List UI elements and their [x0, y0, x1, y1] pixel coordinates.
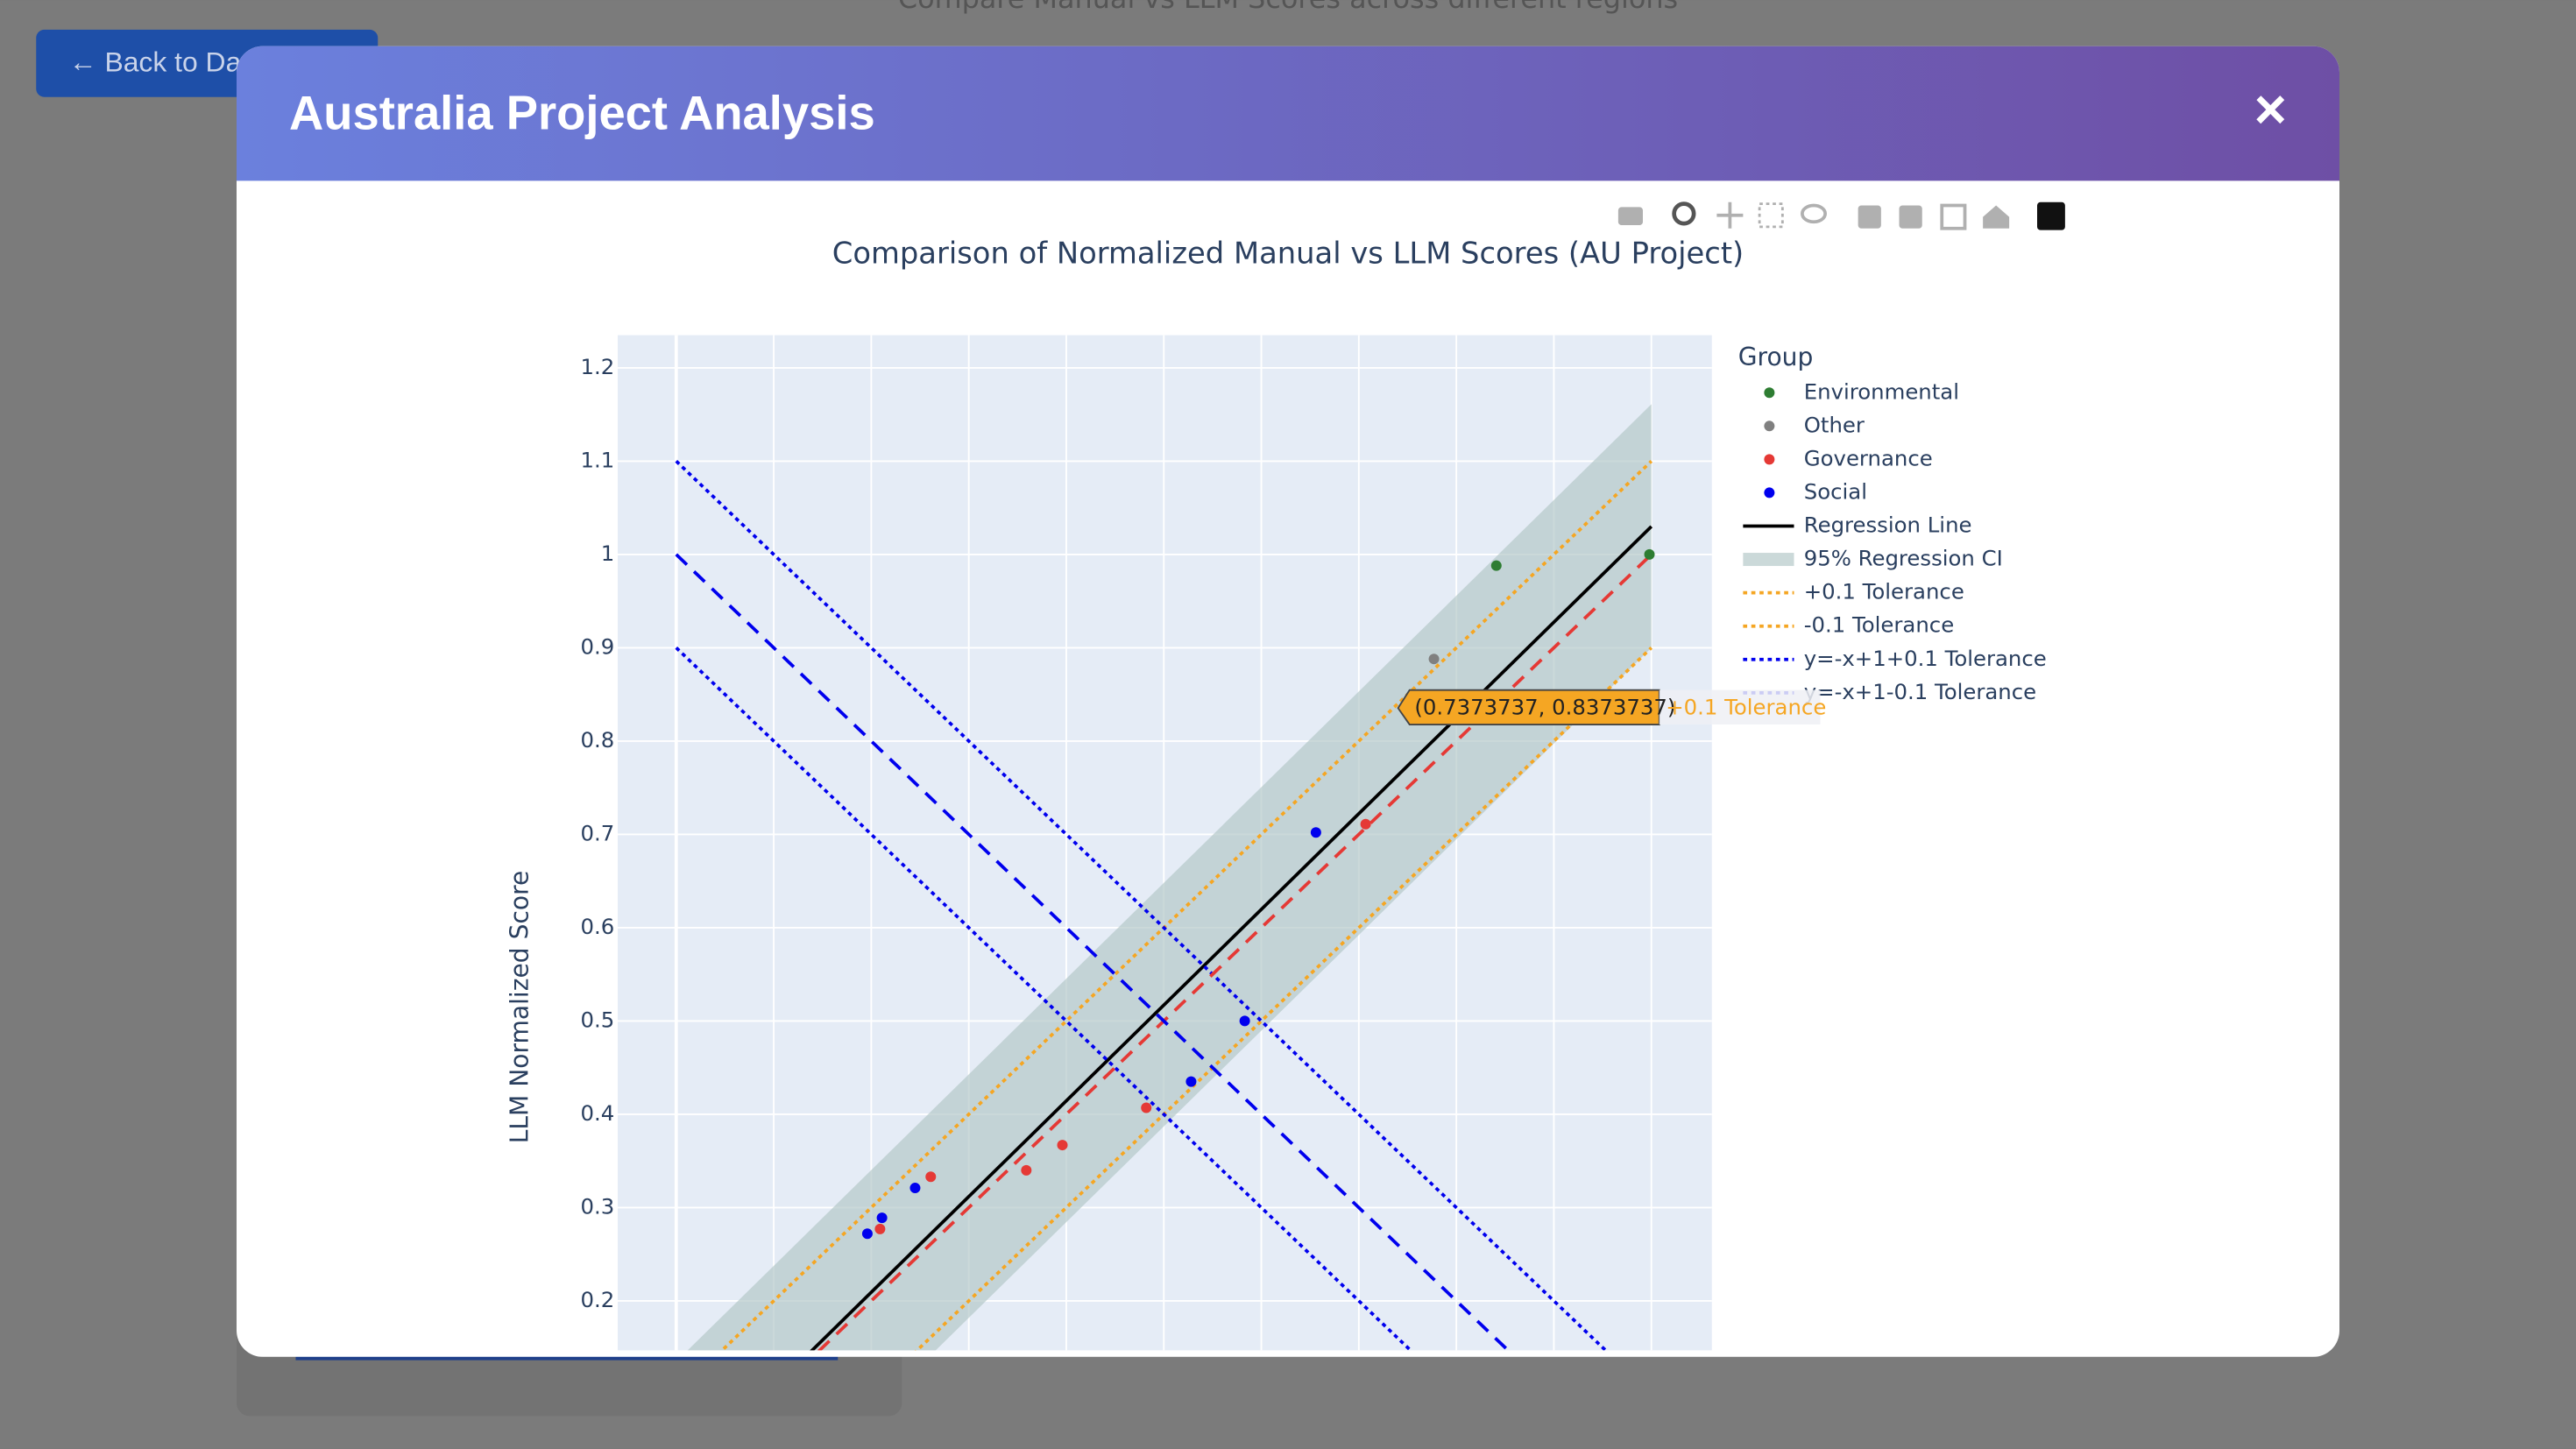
legend-label: Environmental	[1804, 378, 1959, 404]
back-button-label[interactable]: ← Back to Da	[69, 46, 242, 78]
y-tick-label: 0.3	[581, 1193, 615, 1219]
y-axis-label: LLM Normalized Score	[505, 871, 534, 1144]
y-tick-label: 1	[601, 541, 615, 566]
legend-title: Group	[1738, 343, 1814, 371]
hover-name-box	[1659, 689, 1821, 724]
close-button[interactable]: ×	[2254, 77, 2287, 140]
y-tick-label: 0.2	[581, 1287, 615, 1312]
y-tick-label: 0.4	[581, 1100, 615, 1126]
plot	[675, 404, 1655, 1351]
zoom-in-icon[interactable]	[1858, 205, 1881, 229]
point	[876, 1212, 888, 1224]
plotly-logo[interactable]	[2037, 201, 2065, 230]
legend-label: Governance	[1804, 445, 1933, 470]
ci-band	[687, 404, 1652, 1351]
legend-label: y=-x+1+0.1 Tolerance	[1804, 646, 2047, 671]
chart-title: Comparison of Normalized Manual vs LLM S…	[832, 236, 1744, 270]
hover-label: (0.7373737, 0.8373737) +0.1 Tolerance	[1397, 689, 1826, 725]
point	[1141, 1102, 1152, 1113]
point	[1644, 548, 1655, 560]
point	[925, 1171, 937, 1183]
point	[1360, 818, 1371, 830]
point	[1428, 654, 1440, 665]
legend-label: Regression Line	[1804, 512, 1972, 538]
legend-label: -0.1 Tolerance	[1804, 612, 1954, 638]
legend-label: y=-x+1-0.1 Tolerance	[1804, 679, 2036, 704]
legend-symbol	[1764, 487, 1775, 498]
hover-value: (0.7373737, 0.8373737)	[1414, 694, 1675, 719]
point	[1057, 1140, 1068, 1151]
legend-symbol	[1764, 454, 1775, 465]
legend-symbol	[1764, 421, 1775, 432]
y-tick-label: 0.8	[581, 727, 615, 753]
home-icon[interactable]	[1983, 205, 2010, 229]
reference-line	[675, 647, 1413, 1351]
pan-icon[interactable]	[1716, 201, 1744, 229]
select-icon[interactable]	[1758, 202, 1784, 229]
hover-name: +0.1 Tolerance	[1666, 694, 1826, 719]
page-subtitle: Compare Manual vs LLM Scores across diff…	[898, 0, 1678, 15]
legend-symbol	[1764, 387, 1775, 399]
legend-label: 95% Regression CI	[1804, 546, 2003, 571]
y-tick-label: 1.1	[581, 447, 615, 472]
legend-label: Social	[1804, 478, 1867, 504]
point	[861, 1228, 873, 1240]
point	[909, 1183, 921, 1194]
modal-title: Australia Project Analysis	[289, 87, 875, 140]
point	[1490, 560, 1502, 571]
legend-symbol	[1743, 553, 1794, 567]
point	[1021, 1164, 1032, 1176]
zoom-icon[interactable]	[1672, 201, 1696, 226]
point	[874, 1223, 886, 1234]
lasso-icon[interactable]	[1801, 203, 1827, 224]
reference-line	[810, 525, 1653, 1351]
legend: Group Environmental Other Governance Social…	[1738, 343, 2047, 704]
point	[1185, 1076, 1197, 1087]
legend-label: Other	[1804, 412, 1865, 437]
camera-icon[interactable]	[1617, 207, 1643, 225]
zoom-out-icon[interactable]	[1899, 205, 1922, 229]
y-tick-label: 0.7	[581, 820, 615, 845]
y-tick-label: 0.6	[581, 914, 615, 939]
point	[1239, 1015, 1250, 1027]
modebar	[1617, 201, 2065, 230]
autoscale-icon[interactable]	[1940, 203, 1967, 230]
legend-label: +0.1 Tolerance	[1804, 579, 1964, 604]
point	[1310, 827, 1321, 838]
y-tick-label: 0.5	[581, 1007, 615, 1032]
reference-line	[675, 460, 1609, 1351]
reference-line	[675, 553, 1511, 1351]
y-tick-label: 0.9	[581, 633, 615, 659]
plot-area	[618, 335, 1712, 1351]
y-tick-label: 1.2	[581, 354, 615, 379]
modal-header	[237, 46, 2339, 181]
